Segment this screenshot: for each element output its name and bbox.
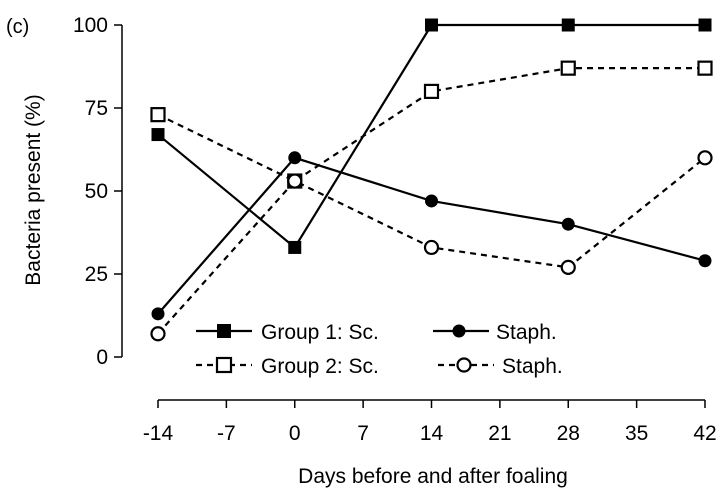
legend-marker-open-square	[215, 356, 233, 374]
legend-marker-filled-circle	[452, 324, 466, 338]
data-point-group-1-staph	[425, 194, 438, 208]
y-axis-title: Bacteria present (%)	[22, 94, 45, 285]
series-group-2-staph	[150, 150, 713, 342]
legend-marker-filled-square	[217, 324, 231, 338]
legend-label-group-1-staph: Staph.	[496, 321, 557, 344]
series-group-2-sc	[150, 60, 713, 189]
legend-label-group-1-sc: Group 1: Sc.	[261, 321, 379, 344]
data-point-group-2-sc	[697, 60, 713, 76]
x-tick-label: -14	[143, 422, 174, 445]
series-group-1-sc	[151, 18, 712, 254]
data-point-group-1-sc	[561, 18, 575, 32]
x-tick-label: 14	[420, 422, 444, 445]
legend-label-group-2-sc: Group 2: Sc.	[261, 355, 379, 378]
data-point-group-1-sc	[698, 18, 712, 32]
panel-label: (c)	[6, 16, 29, 38]
y-tick-label: 75	[85, 97, 108, 120]
axes: 0 25 50 75 100 -14 -7 0 7 14 21 28 35 42	[73, 14, 717, 445]
data-point-group-2-sc	[560, 60, 576, 76]
data-point-group-2-sc	[150, 107, 166, 123]
legend-label-group-2-staph: Staph.	[502, 355, 563, 378]
data-point-group-1-staph	[288, 151, 302, 165]
series-line-group-1-sc	[157, 23, 705, 250]
x-tick-label: 0	[289, 422, 301, 445]
data-point-group-2-staph	[560, 259, 576, 275]
series-layer	[150, 18, 713, 342]
data-point-group-2-staph	[150, 326, 166, 342]
data-point-group-1-sc	[151, 128, 165, 142]
y-tick-label: 25	[85, 263, 108, 286]
data-point-group-1-staph	[698, 254, 712, 268]
x-tick-label: 7	[357, 422, 369, 445]
x-axis-title: Days before and after foaling	[298, 465, 568, 488]
x-tick-label: -7	[217, 422, 236, 445]
series-line-group-1-staph	[157, 156, 706, 315]
x-tick-label: 35	[625, 422, 648, 445]
data-point-group-1-staph	[151, 307, 165, 321]
y-tick-label: 100	[73, 14, 108, 37]
legend-row-group-1: Group 1: Sc. Staph.	[196, 321, 557, 344]
series-line-group-2-sc	[157, 67, 705, 183]
x-tick-label: 42	[693, 422, 716, 445]
x-tick-label: 21	[488, 422, 511, 445]
data-point-group-1-sc	[425, 18, 438, 32]
data-point-group-2-sc	[423, 83, 440, 100]
legend: Group 1: Sc. Staph. Group 2: Sc. Staph.	[196, 321, 563, 378]
data-point-group-1-staph	[561, 217, 575, 231]
y-tick-label: 0	[96, 346, 108, 369]
legend-row-group-2: Group 2: Sc. Staph.	[196, 355, 563, 378]
y-tick-label: 50	[85, 180, 108, 203]
data-point-group-2-staph	[423, 239, 440, 256]
data-point-group-1-sc	[288, 240, 302, 254]
data-point-group-2-staph	[697, 150, 713, 166]
series-group-1-staph	[151, 151, 712, 321]
legend-marker-open-circle	[456, 357, 472, 373]
data-point-group-2-staph	[287, 173, 303, 189]
x-tick-label: 28	[557, 422, 580, 445]
